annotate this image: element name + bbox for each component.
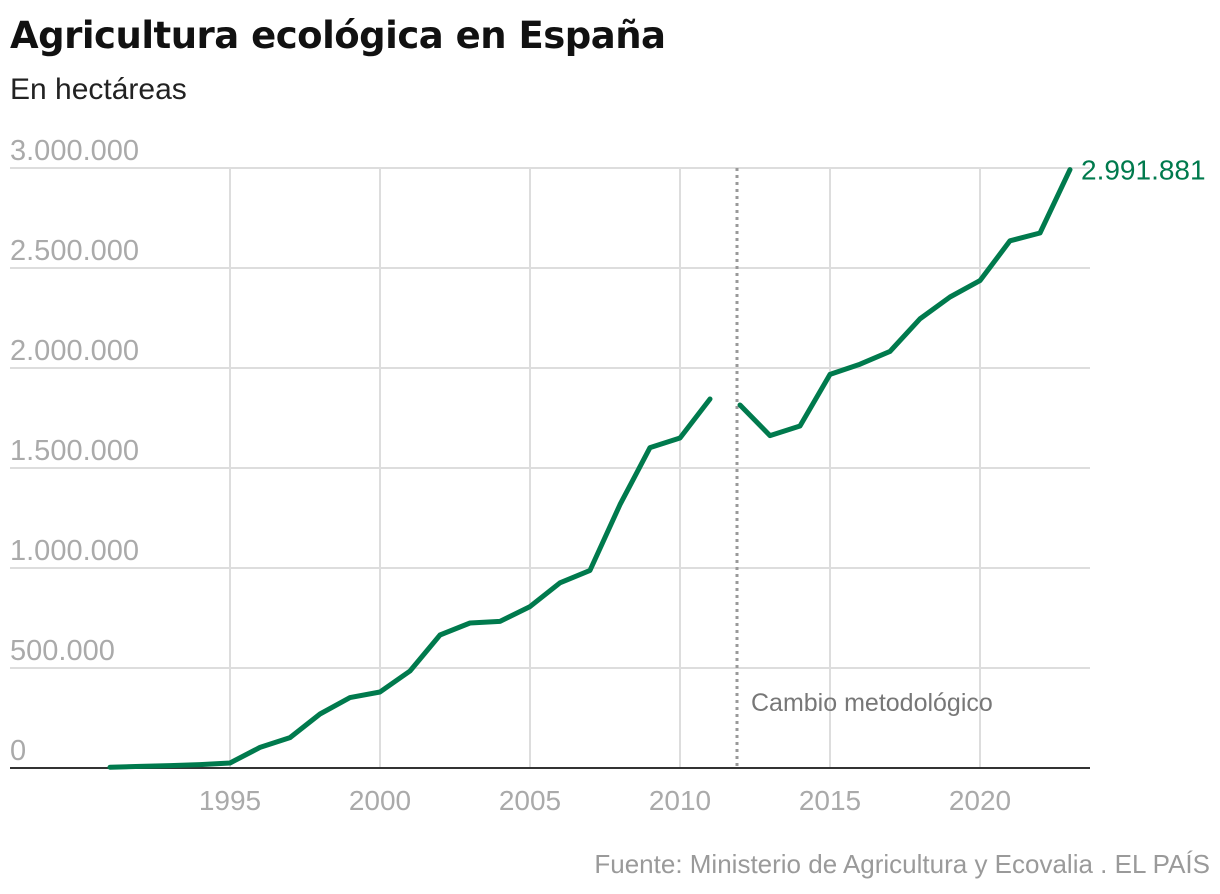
x-tick-label: 2015: [799, 785, 861, 816]
y-tick-label: 1.500.000: [10, 435, 139, 467]
y-tick-label: 0: [10, 735, 26, 767]
methodology-change-label: Cambio metodológico: [751, 689, 993, 717]
x-tick-label: 2020: [949, 785, 1011, 816]
y-tick-label: 1.000.000: [10, 535, 139, 567]
x-tick-label: 2000: [349, 785, 411, 816]
x-tick-label: 1995: [199, 785, 261, 816]
y-tick-label: 2.500.000: [10, 235, 139, 267]
y-tick-label: 3.000.000: [10, 135, 139, 167]
y-axis-labels: 0 500.000 1.000.000 1.500.000 2.000.000 2.500…: [10, 135, 139, 767]
end-value-label: 2.991.881: [1081, 155, 1206, 186]
x-tick-label: 2010: [649, 785, 711, 816]
chart-title: Agricultura ecológica en España: [10, 14, 666, 57]
y-tick-label: 500.000: [10, 635, 115, 667]
series-layer: [107, 167, 1073, 770]
y-tick-label: 2.000.000: [10, 335, 139, 367]
annotation-layer: Cambio metodológico: [735, 168, 993, 768]
x-tick-label: 2005: [499, 785, 561, 816]
grid-layer: [10, 167, 1090, 768]
source-note: Fuente: Ministerio de Agricultura y Ecov…: [594, 849, 1210, 879]
chart-subtitle: En hectáreas: [10, 73, 187, 106]
x-axis-labels: 1995 2000 2005 2010 2015 2020: [199, 785, 1011, 816]
series-line: [737, 167, 1073, 439]
series-line: [107, 396, 713, 770]
